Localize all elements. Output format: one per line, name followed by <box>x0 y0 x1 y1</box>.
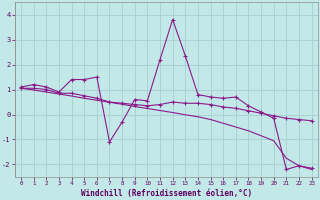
X-axis label: Windchill (Refroidissement éolien,°C): Windchill (Refroidissement éolien,°C) <box>81 189 252 198</box>
